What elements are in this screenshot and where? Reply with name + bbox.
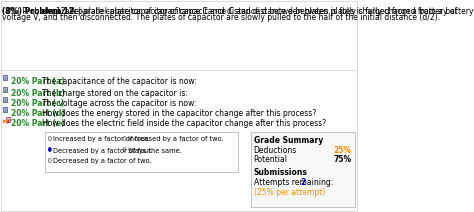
Text: 75%: 75% (334, 155, 352, 164)
Text: ✗: ✗ (6, 120, 10, 124)
Text: Increased by a factor of four.: Increased by a factor of four. (53, 137, 149, 142)
Text: The voltage across the capacitor is now:: The voltage across the capacitor is now: (42, 99, 196, 108)
Text: Stays the same.: Stays the same. (128, 148, 182, 153)
Text: 20% Part (a): 20% Part (a) (11, 77, 65, 86)
FancyBboxPatch shape (3, 75, 7, 80)
Text: 20% Part (d): 20% Part (d) (11, 109, 65, 118)
Text: (8%) Problem 12: A parallel-plate capacitor of capacitance C and distance d betw: (8%) Problem 12: A parallel-plate capaci… (2, 7, 474, 16)
Circle shape (123, 137, 126, 141)
Text: 20% Part (c): 20% Part (c) (11, 99, 64, 108)
Text: voltage V, and then disconnected. The plates of capacitor are slowly pulled to t: voltage V, and then disconnected. The pl… (2, 14, 440, 22)
Text: Potential: Potential (254, 155, 288, 164)
Circle shape (123, 148, 126, 152)
FancyBboxPatch shape (3, 107, 7, 112)
Text: Deductions: Deductions (254, 146, 297, 155)
Text: Decreased by a factor of two.: Decreased by a factor of two. (53, 159, 152, 165)
Circle shape (48, 137, 51, 141)
Text: ✓: ✓ (2, 89, 7, 95)
Text: Submissions: Submissions (254, 168, 308, 177)
Circle shape (48, 159, 51, 163)
Text: ✓: ✓ (2, 110, 7, 114)
Text: Increased by a factor of two.: Increased by a factor of two. (128, 137, 223, 142)
Text: ✓: ✓ (2, 78, 7, 82)
Text: ✓: ✓ (2, 99, 7, 105)
Text: Decreased by a factor of four.: Decreased by a factor of four. (53, 148, 152, 153)
FancyBboxPatch shape (251, 132, 355, 207)
Text: 2: 2 (301, 178, 306, 187)
Text: 25%: 25% (334, 146, 352, 155)
FancyBboxPatch shape (3, 97, 7, 102)
Text: How does the energy stored in the capacitor change after this process?: How does the energy stored in the capaci… (42, 109, 316, 118)
Text: (8%) Problem 12:: (8%) Problem 12: (2, 7, 77, 16)
FancyBboxPatch shape (3, 87, 7, 92)
Text: The charge stored on the capacitor is:: The charge stored on the capacitor is: (42, 89, 187, 98)
Text: A parallel-plate capacitor of capacitance C and distance d between plates is ful: A parallel-plate capacitor of capacitanc… (42, 7, 457, 16)
Text: 20% Part (e): 20% Part (e) (11, 119, 65, 128)
Text: How does the electric field inside the capacitor change after this process?: How does the electric field inside the c… (42, 119, 326, 128)
Text: Attempts remaining:: Attempts remaining: (254, 178, 333, 187)
Text: 20% Part (b): 20% Part (b) (11, 89, 65, 98)
Text: ▶: ▶ (3, 120, 7, 124)
Text: Grade Summary: Grade Summary (254, 136, 323, 145)
Text: The capacitance of the capacitor is now:: The capacitance of the capacitor is now: (42, 77, 196, 86)
Text: (25% per attempt): (25% per attempt) (254, 188, 325, 197)
Circle shape (48, 148, 51, 152)
FancyBboxPatch shape (46, 132, 238, 172)
FancyBboxPatch shape (6, 117, 10, 122)
